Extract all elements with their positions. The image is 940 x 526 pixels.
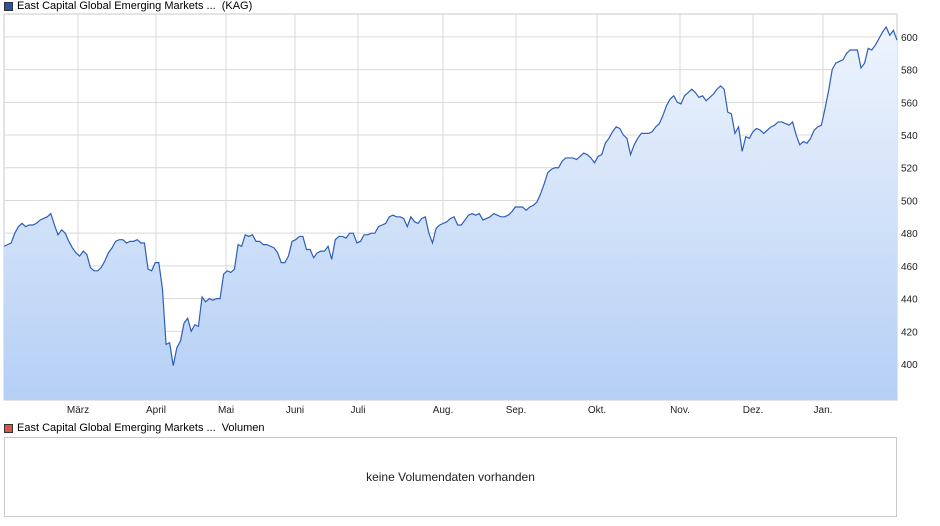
volume-legend-symbol: Volumen — [221, 422, 265, 434]
x-tick-label: Mai — [218, 405, 234, 416]
y-tick-label: 480 — [901, 229, 918, 240]
price-legend-symbol: (KAG) — [221, 0, 253, 12]
y-tick-label: 560 — [901, 98, 918, 109]
y-tick-label: 420 — [901, 327, 918, 338]
price-area-fill — [4, 27, 897, 401]
x-tick-label: Aug. — [433, 405, 454, 416]
y-tick-label: 440 — [901, 295, 918, 306]
x-axis-ticks: März April Mai Juni Juli Aug. Sep. Okt. Nov. Dez.… — [67, 405, 833, 416]
volume-legend: East Capital Global Emerging Markets ...… — [4, 422, 265, 434]
y-tick-label: 580 — [901, 66, 918, 77]
y-tick-label: 600 — [901, 33, 918, 44]
y-tick-label: 400 — [901, 360, 918, 371]
volume-empty-message: keine Volumendaten vorhanden — [366, 470, 535, 484]
volume-legend-swatch — [4, 423, 13, 433]
x-tick-label: April — [146, 405, 166, 416]
volume-legend-label: East Capital Global Emerging Markets ... — [17, 422, 216, 434]
y-axis-ticks: 400 420 440 460 480 500 520 540 560 580 600 — [901, 33, 918, 371]
y-tick-label: 460 — [901, 262, 918, 273]
x-tick-label: Dez. — [743, 405, 764, 416]
y-tick-label: 520 — [901, 164, 918, 175]
y-tick-label: 500 — [901, 196, 918, 207]
price-legend-label: East Capital Global Emerging Markets ... — [17, 0, 216, 12]
volume-panel: keine Volumendaten vorhanden — [4, 437, 897, 517]
x-tick-label: Juni — [286, 405, 304, 416]
x-tick-label: Jan. — [814, 405, 833, 416]
x-tick-label: Sep. — [506, 405, 527, 416]
price-line — [3, 25, 898, 366]
x-tick-label: März — [67, 405, 89, 416]
y-tick-label: 540 — [901, 131, 918, 142]
x-tick-label: Okt. — [588, 405, 606, 416]
x-tick-label: Juli — [350, 405, 365, 416]
x-tick-label: Nov. — [670, 405, 690, 416]
price-legend-swatch — [4, 1, 13, 11]
price-legend: East Capital Global Emerging Markets ...… — [4, 0, 252, 12]
price-chart: 400 420 440 460 480 500 520 540 560 580 600 März Ap… — [3, 13, 918, 416]
